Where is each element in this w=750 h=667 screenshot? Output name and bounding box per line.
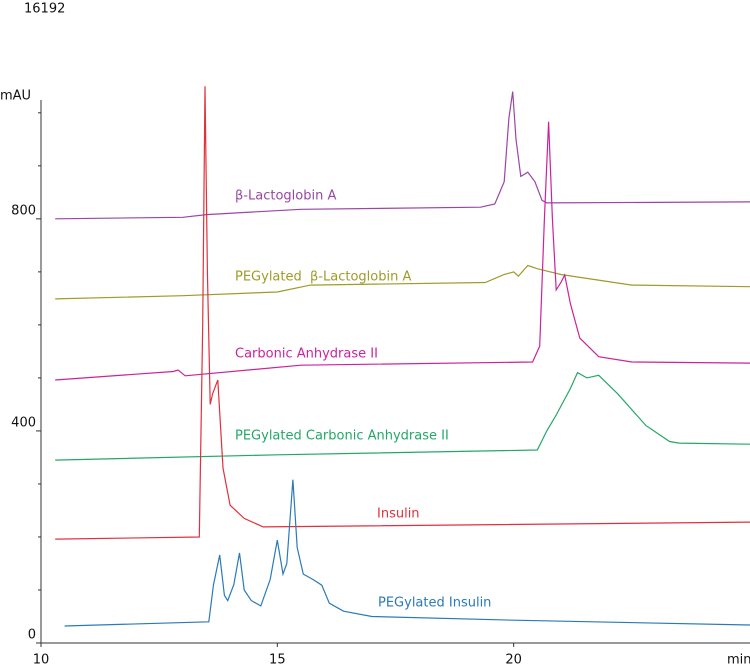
trace [55,86,750,540]
trace [55,121,750,381]
trace [64,479,750,627]
x-tick-label: 10 [33,653,50,667]
x-axis-label: min [727,653,750,667]
trace-label: Carbonic Anhydrase II [235,347,378,362]
trace [55,91,750,220]
x-tick-label: 20 [505,653,522,667]
chart-annotation: 16192 [24,2,65,17]
trace-label: PEGylated β-Lactoglobin A [235,270,411,285]
x-tick-label: 15 [269,653,286,667]
trace-label: PEGylated Insulin [378,596,491,611]
trace-label: PEGylated Carbonic Anhydrase II [235,429,449,444]
trace-label: β-Lactoglobin A [235,189,336,204]
y-tick-label: 0 [28,628,36,643]
y-tick-label: 800 [11,203,36,218]
y-tick-label: 400 [11,415,36,430]
trace-label: Insulin [377,507,420,522]
y-axis-label: mAU [0,89,31,104]
trace [55,371,750,461]
trace [55,264,750,300]
